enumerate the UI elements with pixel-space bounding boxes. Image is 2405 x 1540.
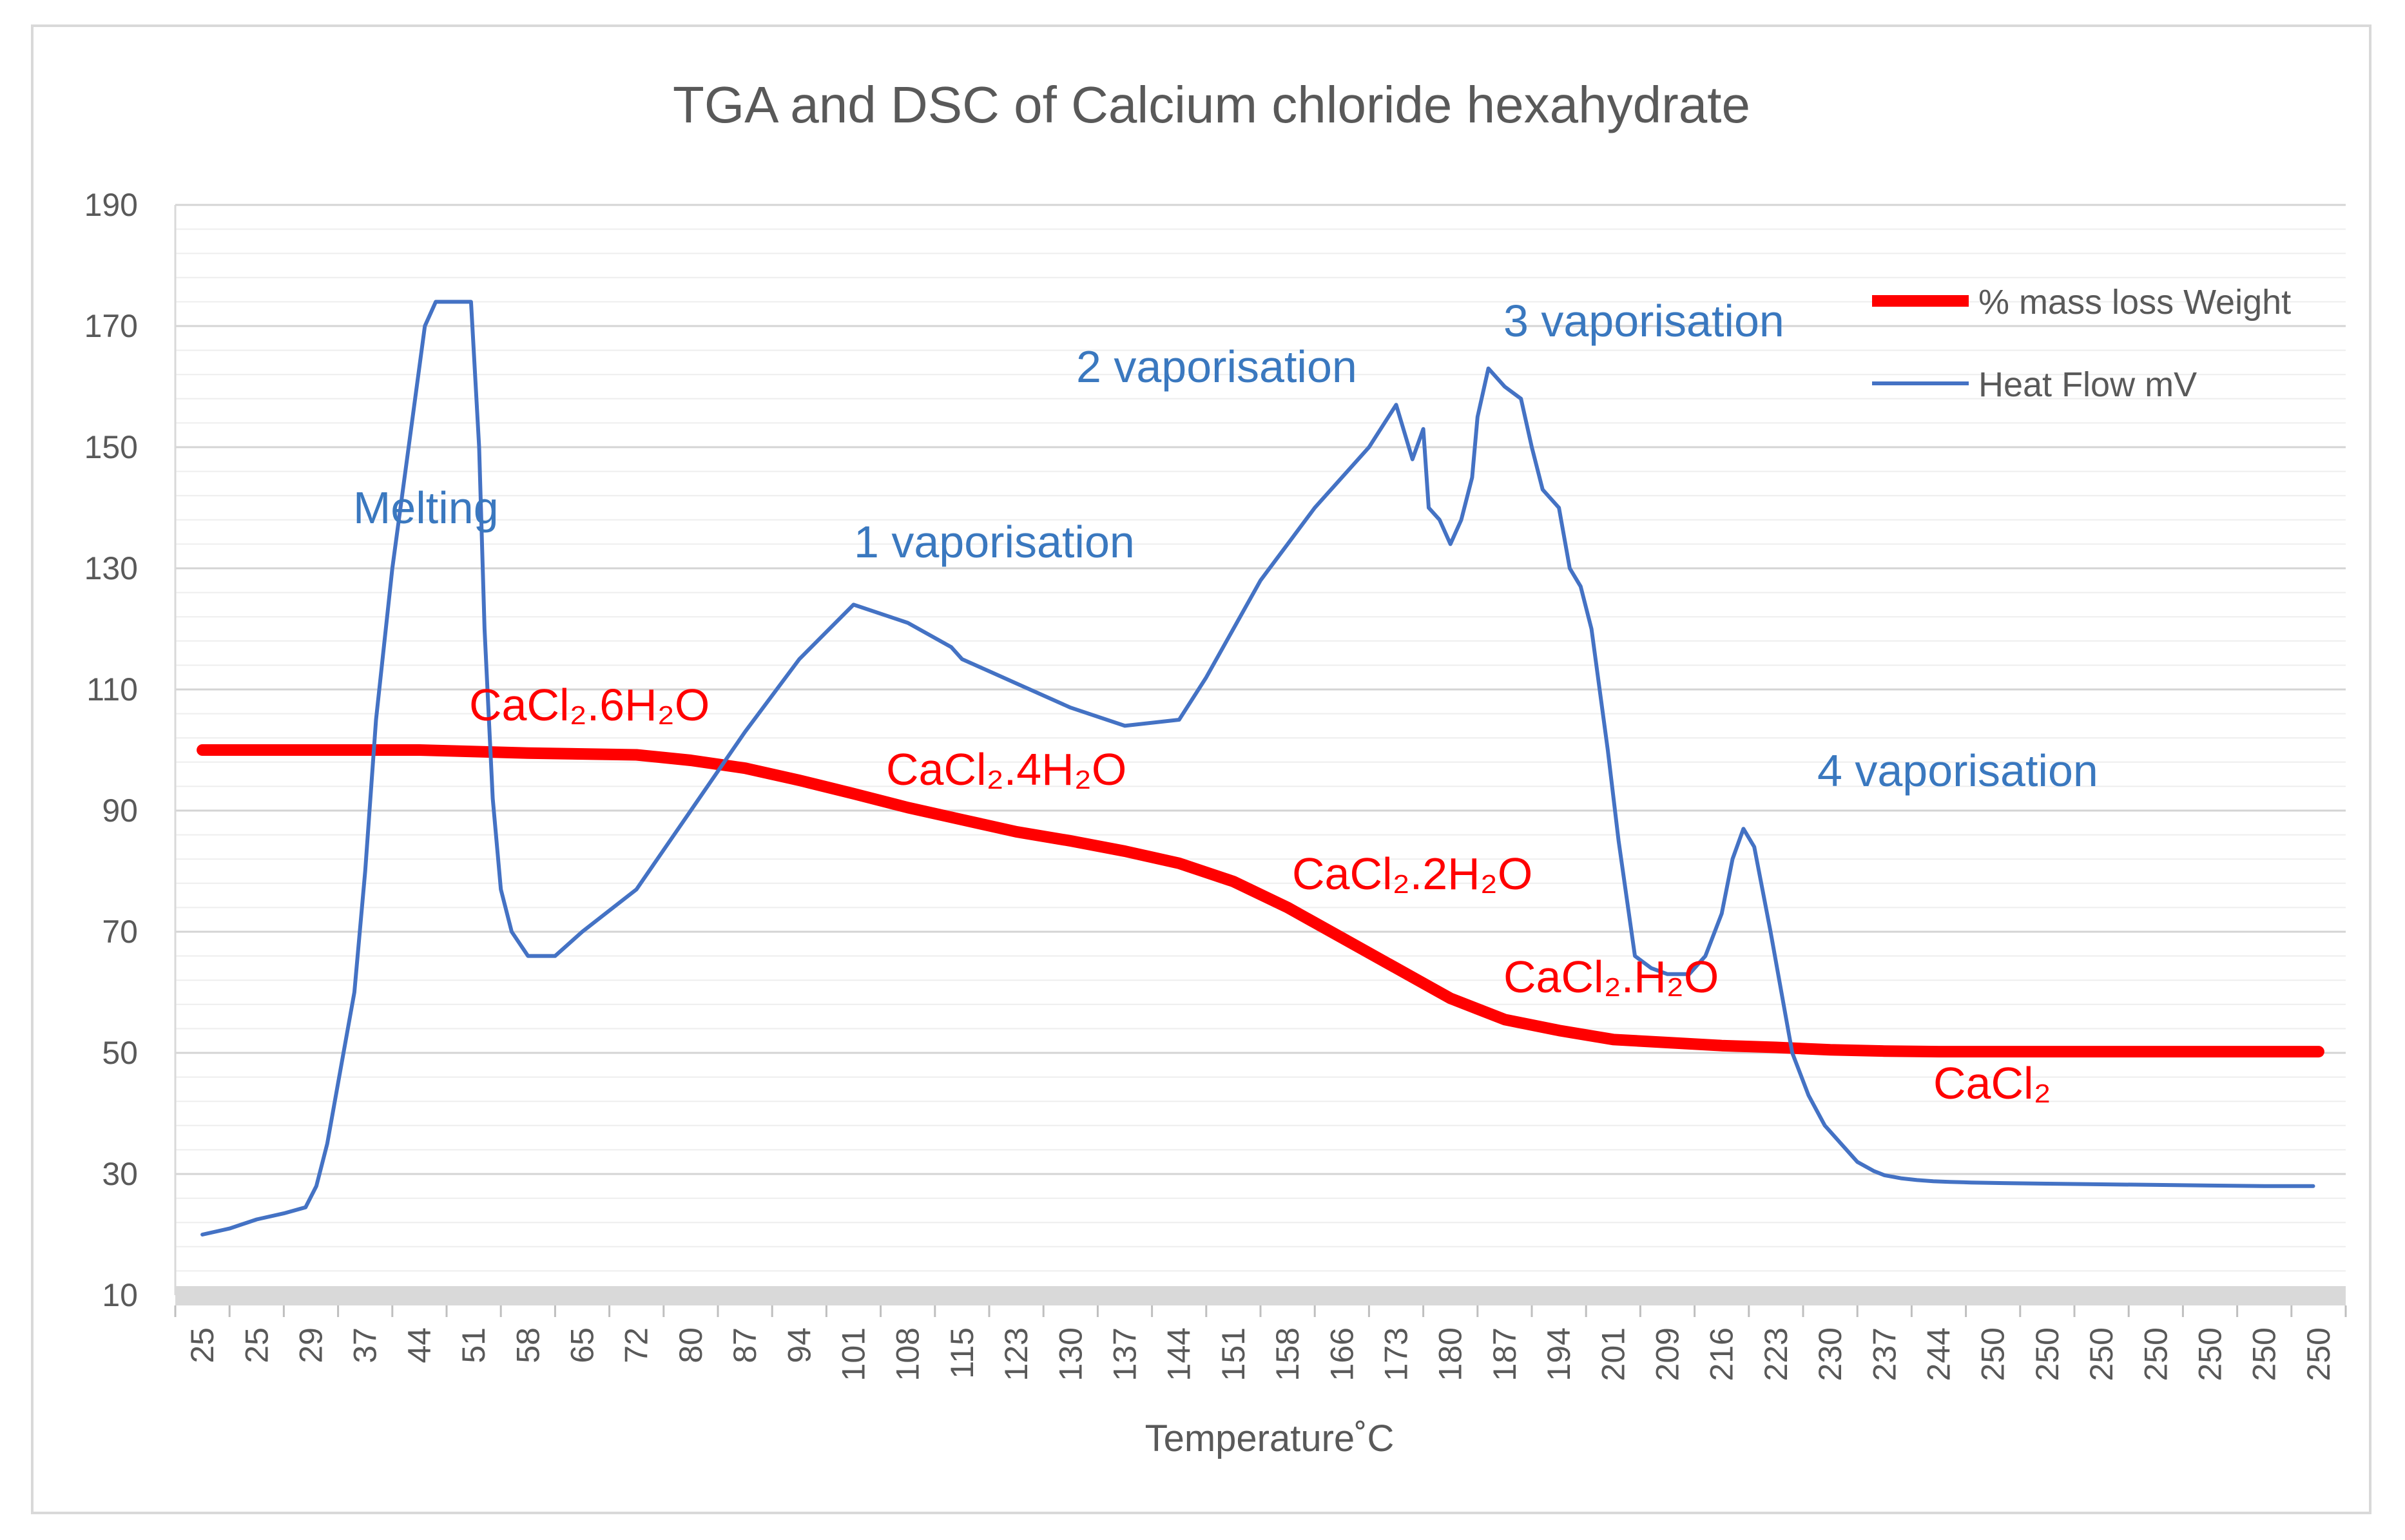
x-tick-label: 250 (2246, 1327, 2283, 1381)
y-tick-label: 70 (102, 914, 138, 950)
annotation-cacl2-4h2o: CaCl₂.4H₂O (886, 744, 1126, 794)
y-tick-label: 190 (84, 187, 138, 223)
y-tick-label: 170 (84, 308, 138, 344)
x-tick-label: 250 (2138, 1327, 2174, 1381)
x-tick-label: 29 (293, 1327, 329, 1363)
x-tick-label: 250 (2029, 1327, 2065, 1381)
x-tick-label: 37 (347, 1327, 383, 1363)
y-tick-label: 30 (102, 1156, 138, 1192)
x-tick-label: 80 (673, 1327, 709, 1363)
x-tick-label: 123 (998, 1327, 1034, 1381)
annotation-cacl2-h2o: CaCl₂.H₂O (1503, 952, 1719, 1002)
x-tick-label: 166 (1324, 1327, 1360, 1381)
chart-title: TGA and DSC of Calcium chloride hexahydr… (673, 76, 1750, 133)
y-tick-label: 50 (102, 1035, 138, 1071)
x-tick-label: 250 (2192, 1327, 2228, 1381)
x-tick-label: 101 (836, 1327, 872, 1381)
x-tick-label: 173 (1378, 1327, 1415, 1381)
annotation-cacl2-2h2o: CaCl₂.2H₂O (1292, 849, 1532, 899)
x-tick-label: 250 (1975, 1327, 2011, 1381)
axis-layer: 10 30 50 70 90 110 130 150 170 190 25 25 29 37 44 51 58 6… (84, 187, 2347, 1381)
y-tick-label: 10 (102, 1277, 138, 1313)
x-axis-title: Temperature˚C (1145, 1418, 1395, 1459)
x-tick-label: 58 (510, 1327, 546, 1363)
y-tick-label: 90 (102, 793, 138, 829)
x-tick-label: 87 (727, 1327, 763, 1363)
legend-label-heat-flow: Heat Flow mV (1978, 365, 2197, 404)
x-tick-label: 237 (1866, 1327, 1902, 1381)
x-tick-label: 223 (1758, 1327, 1794, 1381)
chart-frame (31, 24, 2371, 1514)
x-tick-label: 25 (238, 1327, 275, 1363)
annotation-vaporisation-2: 2 vaporisation (1076, 342, 1357, 392)
x-tick-label: 201 (1595, 1327, 1631, 1381)
x-tick-label: 130 (1052, 1327, 1088, 1381)
annotation-vaporisation-3: 3 vaporisation (1503, 296, 1784, 346)
x-tick-label: 230 (1812, 1327, 1848, 1381)
legend-label-mass-loss: % mass loss Weight (1978, 283, 2291, 322)
annotation-cacl2-6h2o: CaCl₂.6H₂O (469, 680, 710, 730)
x-tick-label: 180 (1433, 1327, 1469, 1381)
x-tick-label: 51 (456, 1327, 492, 1363)
y-tick-label: 130 (84, 550, 138, 586)
annotation-vaporisation-1: 1 vaporisation (854, 517, 1135, 567)
x-tick-label: 94 (781, 1327, 817, 1363)
x-axis-line (175, 1286, 2346, 1305)
x-tick-label: 187 (1487, 1327, 1523, 1381)
x-tick-label: 44 (401, 1327, 438, 1363)
y-tick-label: 150 (84, 429, 138, 465)
x-tick-label: 244 (1921, 1327, 1957, 1381)
annotation-vaporisation-4: 4 vaporisation (1817, 746, 2098, 796)
x-tick-label: 108 (890, 1327, 926, 1381)
series-layer (197, 300, 2324, 1237)
legend: % mass loss Weight Heat Flow mV (1872, 283, 2291, 404)
x-tick-label: 137 (1107, 1327, 1143, 1381)
x-tick-label: 151 (1215, 1327, 1251, 1381)
annotation-melting: Melting (353, 483, 499, 533)
x-tick-label: 209 (1650, 1327, 1686, 1381)
x-tick-label: 216 (1704, 1327, 1740, 1381)
x-tick-label: 115 (944, 1327, 980, 1379)
grid-layer (175, 204, 2346, 1296)
x-tick-label: 194 (1541, 1327, 1577, 1381)
x-tick-label: 65 (565, 1327, 601, 1363)
x-tick-label: 158 (1270, 1327, 1306, 1381)
annotation-cacl2: CaCl₂ (1933, 1058, 2051, 1108)
x-tick-label: 72 (619, 1327, 655, 1363)
y-tick-label: 110 (86, 671, 138, 707)
x-tick-label: 250 (2083, 1327, 2120, 1381)
series-line-mass-loss (197, 744, 2324, 1058)
series-line-heat-flow (200, 300, 2315, 1237)
x-tick-label: 144 (1161, 1327, 1197, 1381)
x-tick-label: 250 (2301, 1327, 2337, 1381)
x-tick-label: 25 (184, 1327, 220, 1363)
